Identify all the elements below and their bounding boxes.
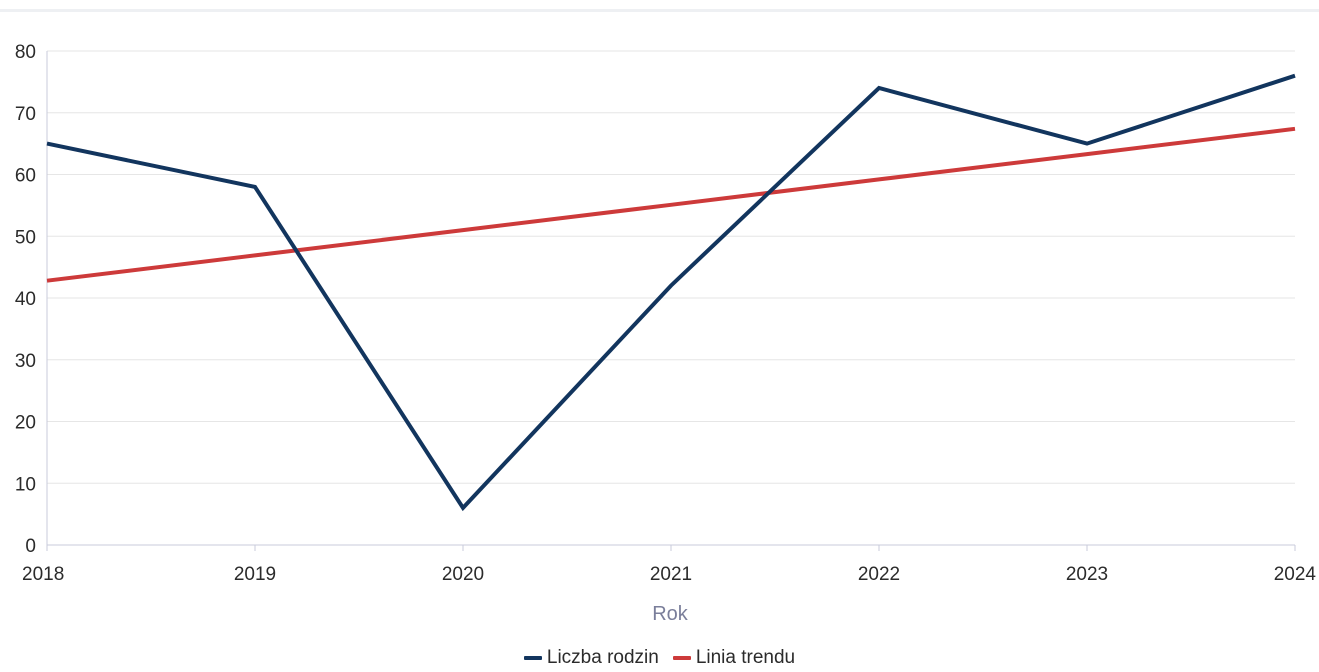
- legend: Liczba rodzin Linia trendu: [0, 647, 1319, 669]
- legend-label-liczba-rodzin: Liczba rodzin: [546, 647, 659, 668]
- y-tick-label: 10: [15, 474, 36, 495]
- y-tick-labels: 0 10 20 30 40 50 60 70 80: [15, 42, 36, 557]
- y-tick-label: 70: [15, 104, 36, 125]
- y-tick-label: 30: [15, 351, 36, 372]
- y-tick-label: 0: [25, 536, 36, 557]
- x-tick-label: 2020: [442, 564, 484, 585]
- axes: [46, 51, 1296, 551]
- line-chart: 2018 2019 2020 2021 2022 2023 2024 0 10 20 30 40 50…: [15, 42, 1317, 625]
- y-tick-label: 60: [15, 166, 36, 187]
- x-tick-label: 2024: [1274, 564, 1317, 585]
- legend-item-liczba-rodzin[interactable]: Liczba rodzin: [523, 647, 659, 669]
- y-tick-label: 40: [15, 289, 36, 310]
- x-tick-label: 2018: [22, 564, 64, 585]
- series-lines: [46, 73, 1296, 512]
- legend-label-linia-trendu: Linia trendu: [695, 647, 796, 668]
- y-tick-label: 50: [15, 227, 36, 248]
- x-tick-labels: 2018 2019 2020 2021 2022 2023 2024: [22, 564, 1316, 585]
- x-tick-label: 2021: [650, 564, 692, 585]
- top-divider: [0, 9, 1319, 12]
- series-line-liczba-rodzin: [46, 73, 1296, 512]
- x-tick-label: 2019: [234, 564, 276, 585]
- y-tick-label: 80: [15, 42, 36, 63]
- legend-item-linia-trendu[interactable]: Linia trendu: [672, 647, 796, 669]
- x-tick-label: 2022: [858, 564, 900, 585]
- x-axis-title: Rok: [652, 603, 689, 625]
- legend-swatch-linia-trendu: [672, 656, 691, 660]
- x-tick-label: 2023: [1066, 564, 1108, 585]
- series-line-linia-trendu: [46, 126, 1296, 283]
- y-tick-label: 20: [15, 413, 36, 434]
- grid-lines: [47, 50, 1295, 484]
- legend-swatch-liczba-rodzin: [523, 656, 542, 660]
